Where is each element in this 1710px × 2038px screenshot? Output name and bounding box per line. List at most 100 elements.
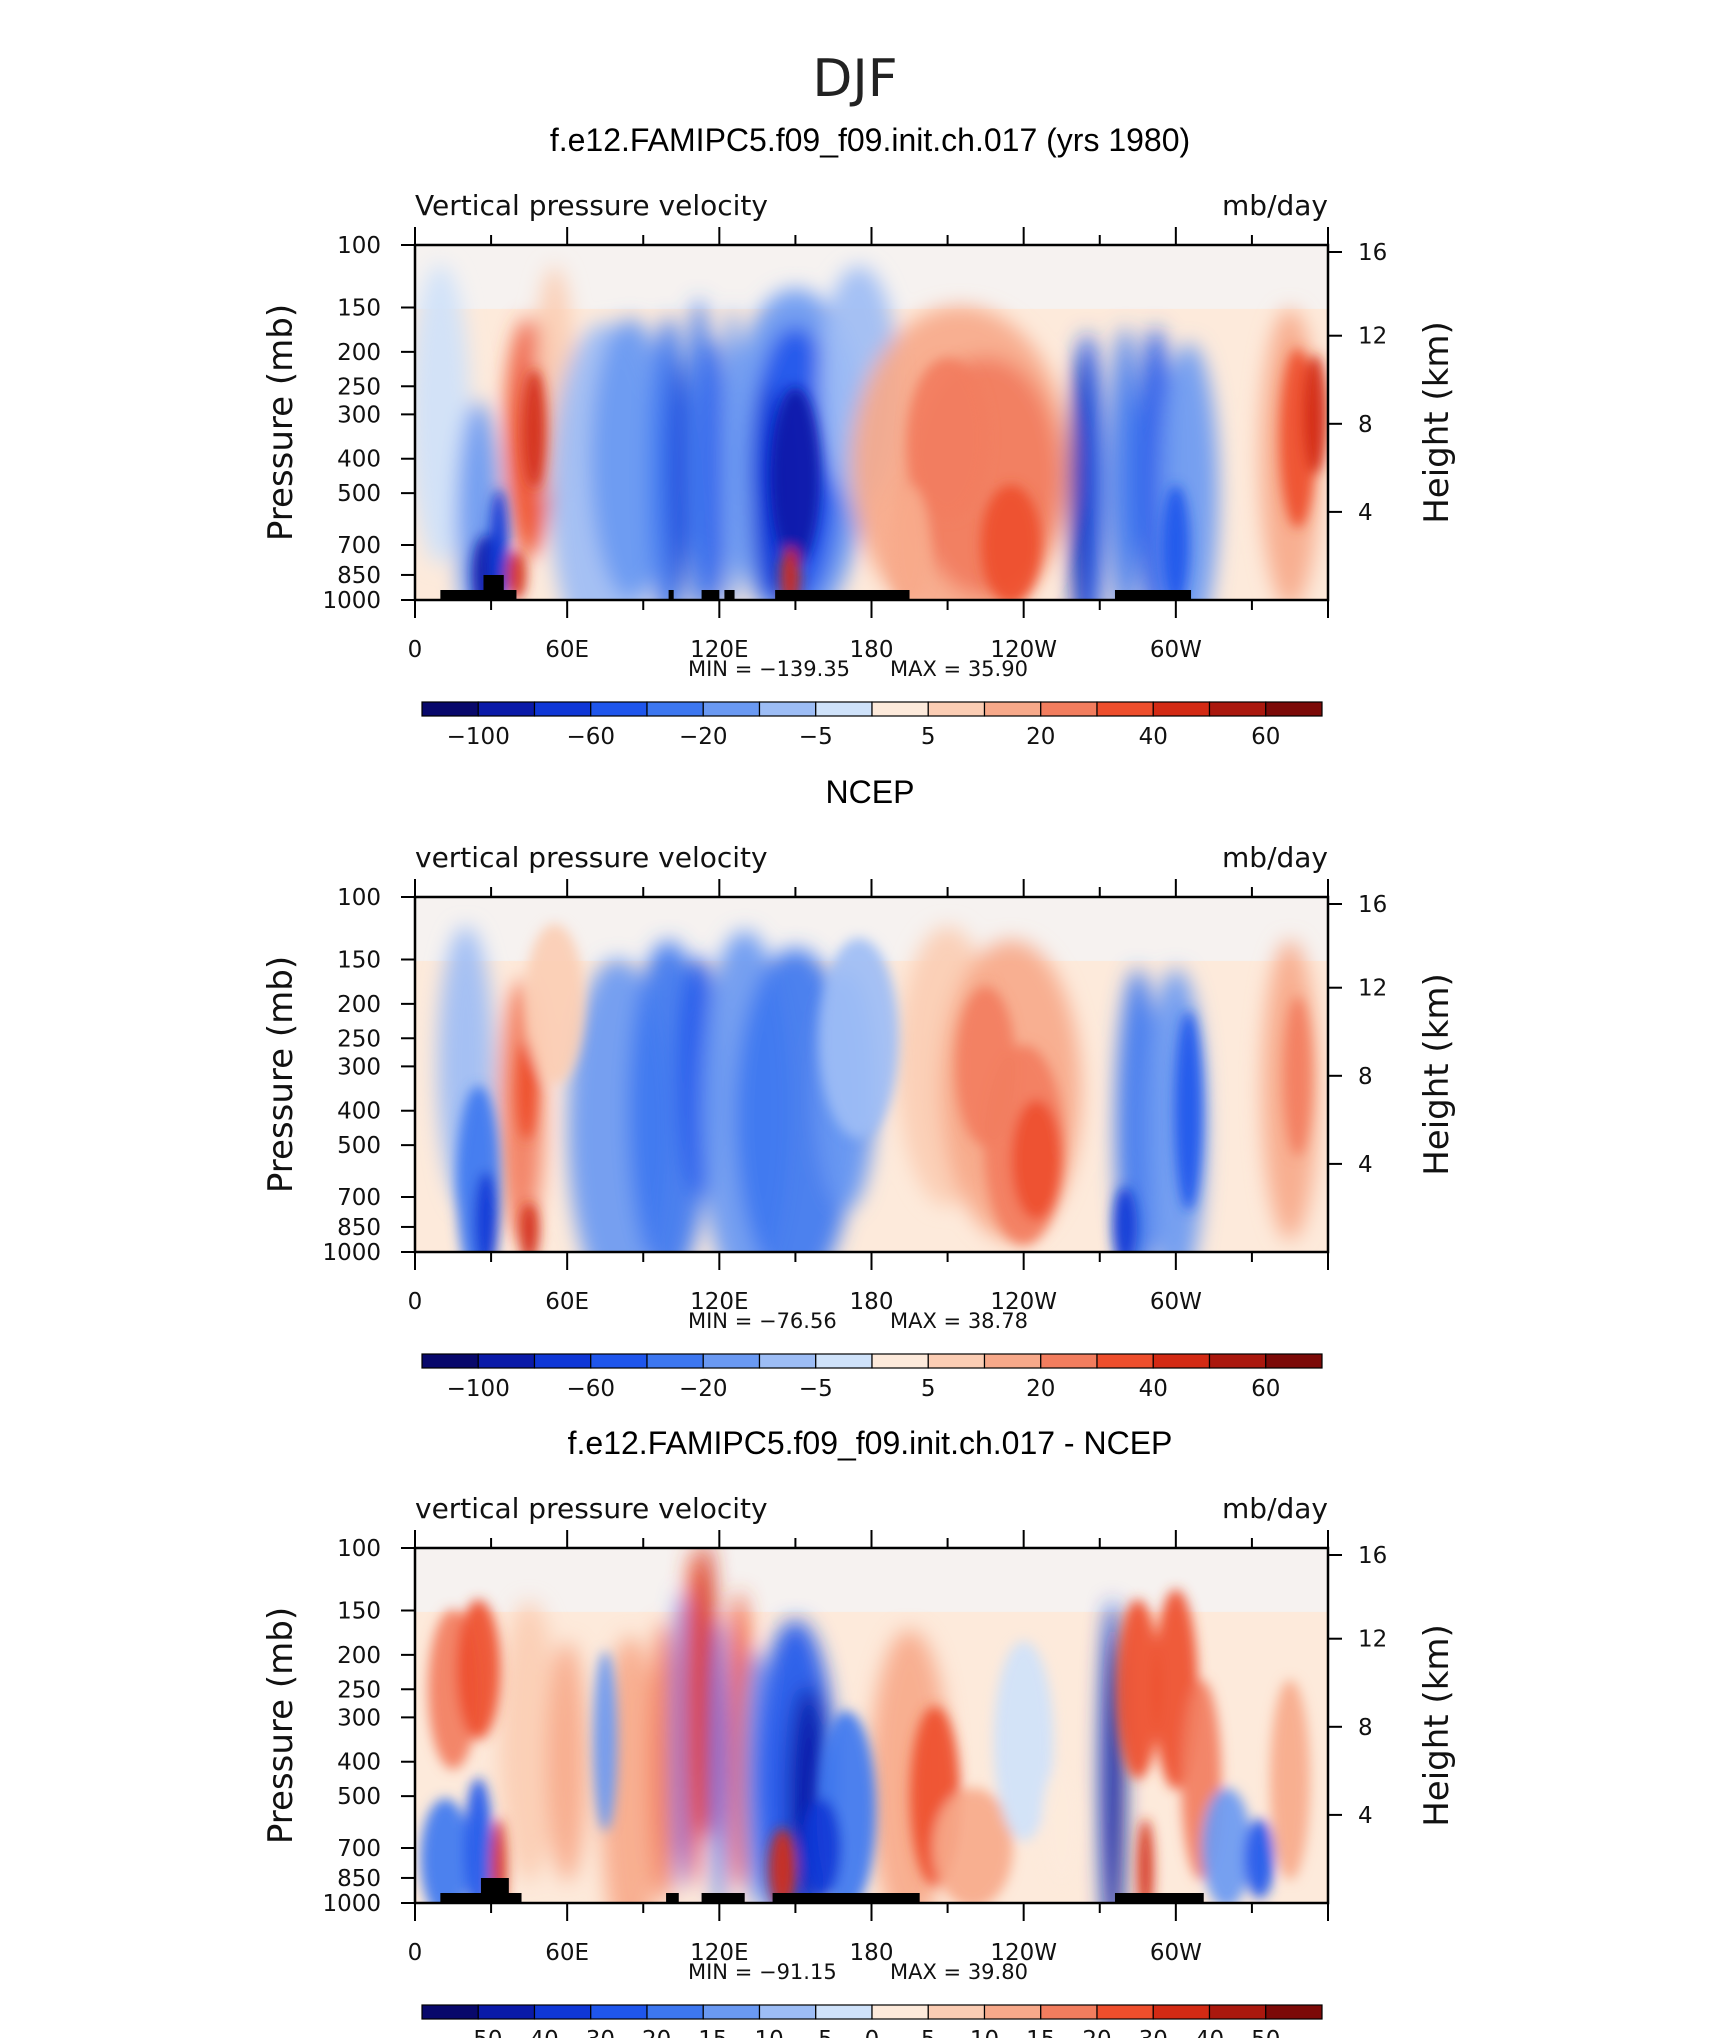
y-tick-label: 500: [337, 1133, 381, 1159]
colorbar-label: 20: [1082, 2027, 1111, 2038]
colorbar-box-9: [871, 701, 929, 717]
colorbar-box-6: [702, 701, 761, 717]
x-tick-label: 60E: [545, 637, 589, 663]
y-tick-right-label: 12: [1358, 324, 1387, 350]
colorbar-box-3: [533, 701, 592, 717]
contour-region-14: [711, 1619, 728, 1903]
contour-region-24: [980, 485, 1041, 600]
min-label: MIN = −91.15: [688, 1960, 837, 1984]
x-tick-label: 0: [408, 637, 423, 663]
colorbar-label: 40: [1195, 2027, 1224, 2038]
colorbar-box-7: [758, 2004, 817, 2020]
y-axis-title: Pressure (mb): [261, 304, 301, 541]
max-label: MAX = 38.78: [890, 1309, 1028, 1333]
colorbar-label: −20: [679, 1376, 728, 1402]
variable-label: vertical pressure velocity: [415, 1492, 768, 1525]
colorbar-box-6: [702, 1353, 761, 1369]
colorbar-label: −100: [447, 724, 510, 750]
min-label: MIN = −76.56: [688, 1309, 837, 1333]
y-tick-label: 100: [337, 233, 381, 259]
y-tick-right-label: 16: [1358, 892, 1387, 918]
figure-title: DJF: [812, 49, 897, 109]
y-tick-right-label: 4: [1358, 1152, 1373, 1178]
contour-region-30: [1137, 1818, 1154, 1903]
y-tick-label: 300: [337, 1705, 381, 1731]
y-tick-label: 200: [337, 992, 381, 1018]
land-mask-3: [666, 1893, 679, 1903]
land-mask-6: [775, 590, 910, 600]
y-tick-right-label: 12: [1358, 976, 1387, 1002]
x-tick-label: 0: [408, 1289, 423, 1315]
contour-region-34: [1244, 1818, 1275, 1899]
colorbar-box-15: [1208, 701, 1267, 717]
colorbar-box-16: [1265, 2004, 1323, 2020]
colorbar-box-16: [1265, 1353, 1323, 1369]
x-tick-label: 120W: [990, 1940, 1057, 1966]
contour-region-8: [593, 1651, 618, 1832]
colorbar-label: −5: [799, 724, 833, 750]
colorbar-label: −5: [799, 1376, 833, 1402]
colorbar-label: −20: [679, 724, 728, 750]
x-tick-label: 120W: [990, 1289, 1057, 1315]
colorbar-box-14: [1152, 1353, 1211, 1369]
colorbar-label: −60: [566, 1376, 615, 1402]
x-tick-label: 60E: [545, 1940, 589, 1966]
contour-region-6: [519, 1202, 540, 1252]
colorbar-label: 5: [921, 724, 936, 750]
colorbar-box-1: [421, 1353, 479, 1369]
y-tick-right-label: 8: [1358, 412, 1373, 438]
variable-label: Vertical pressure velocity: [415, 189, 768, 222]
contour-region-23: [1174, 1010, 1203, 1211]
colorbar-box-10: [927, 1353, 986, 1369]
colorbar-label: 20: [1026, 1376, 1055, 1402]
colorbar-box-11: [983, 2004, 1042, 2020]
colorbar-box-15: [1208, 2004, 1267, 2020]
colorbar-box-4: [590, 2004, 648, 2020]
land-mask-6: [1114, 1893, 1204, 1903]
y-tick-label: 850: [337, 1866, 381, 1892]
contour-region-6: [499, 1601, 560, 1882]
colorbar-box-4: [590, 1353, 648, 1369]
contour-region-28: [1071, 353, 1088, 600]
colorbar-label: −30: [566, 2027, 615, 2038]
colorbar-label: −10: [735, 2027, 784, 2038]
colorbar-label: −100: [447, 1376, 510, 1402]
panel-title: f.e12.FAMIPC5.f09_f09.init.ch.017 (yrs 1…: [550, 122, 1190, 158]
x-tick-label: 180: [850, 1940, 894, 1966]
y-tick-right-label: 8: [1358, 1715, 1373, 1741]
colorbar-box-5: [646, 701, 704, 717]
y-tick-right-label: 8: [1358, 1064, 1373, 1090]
y-tick-label: 1000: [322, 1891, 381, 1917]
contour-region-25: [1283, 996, 1312, 1157]
colorbar-box-2: [477, 701, 536, 717]
field-layer: [415, 245, 1328, 600]
y-tick-label: 100: [337, 885, 381, 911]
contour-region-3: [420, 1798, 471, 1903]
colorbar-box-12: [1040, 701, 1098, 717]
x-tick-label: 60W: [1150, 1289, 1202, 1315]
y-tick-label: 400: [337, 1750, 381, 1776]
colorbar-box-2: [477, 2004, 536, 2020]
colorbar-label: 30: [1139, 2027, 1168, 2038]
y-axis-title: Pressure (mb): [261, 956, 301, 1193]
colorbar-box-11: [983, 701, 1042, 717]
colorbar-box-13: [1096, 2004, 1154, 2020]
panel-title: NCEP: [826, 774, 915, 810]
contour-region-4: [464, 1778, 493, 1903]
colorbar-label: −50: [454, 2027, 503, 2038]
colorbar-box-12: [1040, 2004, 1098, 2020]
units-label: mb/day: [1222, 841, 1328, 874]
field-upper-band: [415, 1548, 1328, 1612]
y-tick-right-label: 16: [1358, 1543, 1387, 1569]
contour-region-20: [780, 546, 801, 600]
y-tick-label: 250: [337, 1677, 381, 1703]
colorbar-label: 5: [921, 2027, 936, 2038]
land-mask-1: [440, 590, 517, 600]
colorbar-box-8: [815, 2004, 873, 2020]
colorbar-box-7: [758, 701, 817, 717]
contour-region-26: [889, 485, 930, 600]
contour-region-26: [1041, 1764, 1082, 1885]
colorbar-box-7: [758, 1353, 817, 1369]
colorbar-box-3: [533, 2004, 592, 2020]
y-tick-right-label: 16: [1358, 240, 1387, 266]
